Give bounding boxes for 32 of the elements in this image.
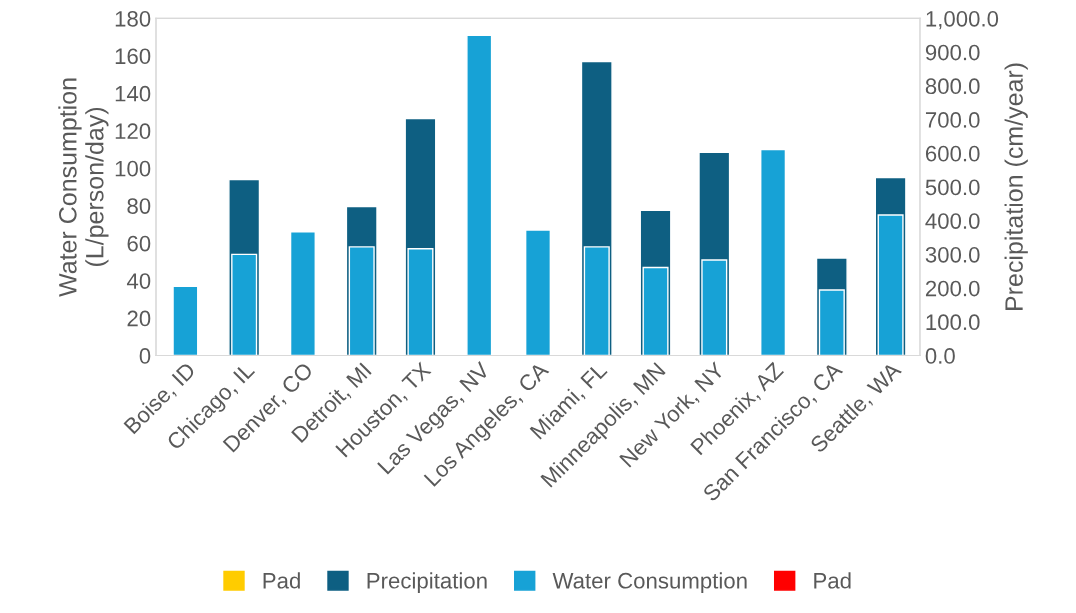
legend-label: Pad [263, 572, 300, 589]
y-tick-label: 120 [115, 123, 151, 140]
y-tick-label: 20 [127, 310, 151, 327]
y-tick-label: 60 [127, 235, 151, 252]
y2-tick-label: 200.0 [925, 280, 980, 297]
y-tick-label: 160 [115, 48, 151, 65]
y-tick-label: 180 [115, 10, 151, 27]
bar [760, 148, 787, 356]
bar [172, 285, 199, 356]
y2-tick-label: 800.0 [925, 78, 980, 95]
y2-tick-label: 0.0 [925, 348, 955, 364]
y2-axis-title: Precipitation (cm/year) [1004, 63, 1028, 310]
y2-tick-label: 300.0 [925, 246, 980, 263]
y-axis-title: Water Consumption (L/person/day) [58, 78, 109, 297]
bar [524, 229, 552, 356]
legend-label: Water Consumption [552, 572, 747, 593]
legend-label: Pad [814, 572, 851, 589]
y2-tick-label: 600.0 [925, 145, 980, 162]
y2-tick-label: 100.0 [926, 314, 980, 331]
bar [289, 231, 316, 356]
y-tick-label: 40 [126, 273, 151, 289]
bar [466, 34, 493, 356]
legend-label: Precipitation [367, 572, 487, 593]
y-tick-label: 140 [115, 85, 151, 102]
y2-tick-label: 1,000.0 [926, 10, 999, 30]
y2-tick-label: 700.0 [925, 112, 980, 128]
y-tick-label: 0 [139, 348, 151, 364]
y2-tick-label: 900.0 [925, 44, 980, 61]
y-tick-label: 80 [127, 198, 151, 214]
y2-tick-label: 400.0 [925, 213, 980, 229]
y-tick-label: 100 [115, 160, 151, 177]
y2-tick-label: 500.0 [925, 179, 980, 196]
